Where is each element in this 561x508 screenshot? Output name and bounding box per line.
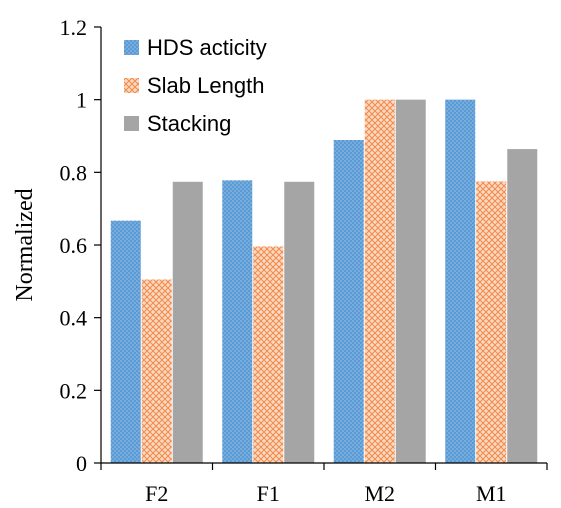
bar-stacking-f2 [172, 181, 203, 463]
y-tick-label: 0.6 [60, 233, 88, 258]
x-tick-label: M1 [476, 481, 507, 506]
legend-swatch [124, 40, 139, 55]
y-tick-label: 0 [76, 451, 87, 476]
y-tick-label: 0.8 [60, 160, 88, 185]
y-tick-label: 0.4 [60, 306, 88, 331]
legend-label: Slab Length [147, 73, 264, 98]
bar-stacking-m1 [507, 149, 538, 463]
bar-hds-acticity-m2 [333, 139, 364, 463]
legend: HDS acticity Slab Length Stacking [124, 35, 267, 136]
legend-label: Stacking [147, 111, 231, 136]
bar-hds-acticity-f1 [222, 180, 253, 463]
legend-label: HDS acticity [147, 35, 267, 60]
y-tick-label: 1 [76, 88, 87, 113]
bar-slab-length-m1 [476, 181, 507, 463]
bar-slab-length-f2 [141, 279, 172, 463]
y-axis-title: Normalized [12, 188, 38, 301]
legend-swatch [124, 116, 139, 131]
bars-group [110, 99, 538, 464]
y-tick-label: 1.2 [60, 15, 88, 40]
bar-slab-length-m2 [364, 99, 395, 464]
bar-hds-acticity-f2 [110, 220, 141, 463]
bar-stacking-f1 [284, 181, 315, 463]
bar-slab-length-f1 [253, 246, 284, 463]
bar-hds-acticity-m1 [445, 99, 476, 464]
y-axis-ticks: 0 0.2 0.4 0.6 0.8 1 1.2 [60, 15, 101, 476]
legend-swatch [124, 78, 139, 93]
x-tick-label: F2 [145, 481, 168, 506]
x-tick-label: F1 [257, 481, 280, 506]
x-tick-label: M2 [364, 481, 395, 506]
bar-stacking-m2 [395, 99, 426, 464]
y-tick-label: 0.2 [60, 378, 88, 403]
x-axis-ticks: F2 F1 M2 M1 [100, 463, 548, 506]
